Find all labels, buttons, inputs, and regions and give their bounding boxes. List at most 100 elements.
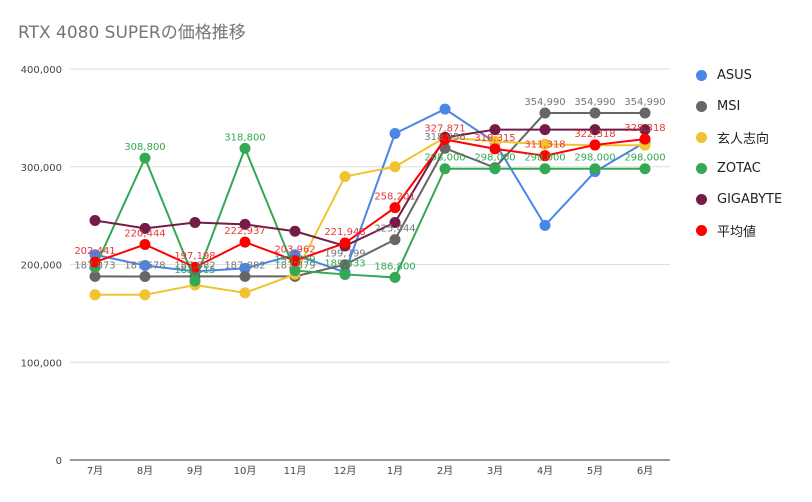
- data-point: [489, 124, 501, 136]
- x-tick-label: 2月: [437, 465, 453, 477]
- x-tick-label: 8月: [137, 465, 153, 477]
- data-point: [439, 163, 451, 175]
- x-tick-label: 5月: [587, 465, 603, 477]
- data-point: [589, 139, 601, 151]
- data-point: [489, 163, 501, 175]
- data-label: 298,000: [474, 153, 515, 164]
- data-label: 193,799: [274, 255, 315, 266]
- data-label: 202,441: [74, 246, 115, 257]
- legend-label: 玄人志向: [717, 132, 770, 147]
- legend-item-gigabyte: GIGABYTE: [696, 184, 782, 215]
- legend-marker-icon: [696, 101, 707, 112]
- data-point: [589, 124, 601, 136]
- legend-item-average: 平均値: [696, 215, 782, 246]
- legend-marker-icon: [696, 163, 707, 174]
- data-label: 220,444: [124, 229, 165, 240]
- data-point: [639, 133, 651, 145]
- data-label: 318,956: [424, 132, 465, 143]
- data-label: 258,201: [374, 192, 415, 203]
- data-label: 322,318: [574, 129, 615, 140]
- y-tick-label: 100,000: [21, 358, 62, 369]
- data-label: 203,962: [274, 245, 315, 256]
- data-point: [239, 287, 251, 299]
- data-point: [439, 103, 451, 115]
- legend-label: MSI: [717, 99, 741, 114]
- data-point: [539, 150, 551, 162]
- data-label: 318,315: [474, 133, 515, 144]
- legend-label: GIGABYTE: [717, 192, 783, 207]
- data-point: [239, 262, 251, 274]
- data-point: [189, 216, 201, 228]
- data-point: [539, 124, 551, 136]
- legend-marker-icon: [696, 132, 707, 143]
- chart-title: RTX 4080 SUPERの価格推移: [18, 23, 246, 43]
- legend-item-kuroutoshikou: 玄人志向: [696, 122, 782, 153]
- data-point: [139, 239, 151, 251]
- data-point: [389, 161, 401, 173]
- data-label: 222,937: [224, 226, 265, 237]
- legend-label: 平均値: [717, 225, 757, 240]
- data-point: [389, 202, 401, 214]
- data-label: 328,318: [624, 123, 665, 134]
- data-point: [539, 219, 551, 231]
- data-point: [239, 142, 251, 154]
- data-label: 298,000: [624, 153, 665, 164]
- data-point: [489, 143, 501, 155]
- x-tick-label: 7月: [87, 465, 103, 477]
- data-label: 318,800: [224, 132, 265, 143]
- y-tick-label: 200,000: [21, 261, 62, 272]
- data-label: 225,444: [374, 224, 415, 235]
- data-point: [389, 128, 401, 140]
- data-label: 354,990: [524, 97, 565, 108]
- data-point: [289, 255, 301, 267]
- x-tick-label: 3月: [487, 465, 503, 477]
- chart-legend: ASUS MSI 玄人志向 ZOTAC GIGABYTE 平均値: [696, 60, 782, 246]
- data-label: 186,800: [374, 261, 415, 272]
- series-line: [94, 138, 646, 269]
- data-point: [339, 259, 351, 271]
- data-point: [89, 256, 101, 268]
- data-label: 354,990: [574, 97, 615, 108]
- legend-item-msi: MSI: [696, 91, 782, 122]
- data-point: [539, 163, 551, 175]
- legend-label: ASUS: [717, 68, 752, 83]
- y-tick-label: 0: [56, 456, 62, 467]
- data-point: [389, 216, 401, 228]
- x-tick-label: 6月: [637, 465, 653, 477]
- data-label: 221,948: [324, 227, 365, 238]
- data-label: 187,882: [174, 260, 215, 271]
- data-point: [639, 163, 651, 175]
- data-point: [239, 270, 251, 282]
- series-line: [94, 107, 646, 274]
- data-point: [639, 107, 651, 119]
- data-point: [139, 259, 151, 271]
- data-label: 187,879: [274, 260, 315, 271]
- x-tick-label: 10月: [234, 465, 257, 477]
- legend-marker-icon: [696, 194, 707, 205]
- x-tick-label: 11月: [284, 465, 307, 477]
- legend-item-asus: ASUS: [696, 60, 782, 91]
- data-label: 199,799: [324, 249, 365, 260]
- data-point: [339, 268, 351, 280]
- data-point: [239, 218, 251, 230]
- data-label: 298,000: [524, 153, 565, 164]
- data-point: [89, 289, 101, 301]
- data-point: [89, 270, 101, 282]
- data-label: 187,882: [224, 260, 265, 271]
- series-line: [94, 128, 645, 247]
- data-label: 187,873: [74, 260, 115, 271]
- data-label: 189,833: [324, 258, 365, 269]
- legend-item-zotac: ZOTAC: [696, 153, 782, 184]
- series-line: [94, 145, 645, 284]
- data-point: [389, 271, 401, 283]
- data-point: [139, 271, 151, 283]
- legend-label: ZOTAC: [717, 161, 761, 176]
- data-point: [339, 171, 351, 183]
- data-label: 187,678: [124, 261, 165, 272]
- y-tick-label: 300,000: [21, 163, 62, 174]
- data-point: [589, 163, 601, 175]
- data-point: [439, 134, 451, 146]
- data-label: 308,800: [124, 142, 165, 153]
- data-point: [589, 107, 601, 119]
